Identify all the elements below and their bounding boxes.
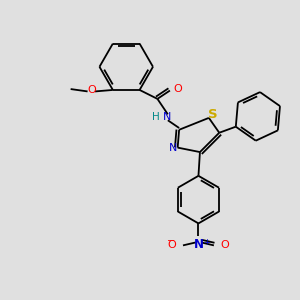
Text: O: O <box>168 240 176 250</box>
Text: S: S <box>208 108 218 121</box>
Text: N: N <box>163 112 171 122</box>
Text: −: − <box>167 236 175 246</box>
Text: O: O <box>173 84 182 94</box>
Text: N: N <box>194 238 203 251</box>
Text: H: H <box>152 112 160 122</box>
Text: O: O <box>87 85 96 95</box>
Text: N: N <box>169 143 177 153</box>
Text: +: + <box>203 238 210 247</box>
Text: O: O <box>220 240 229 250</box>
